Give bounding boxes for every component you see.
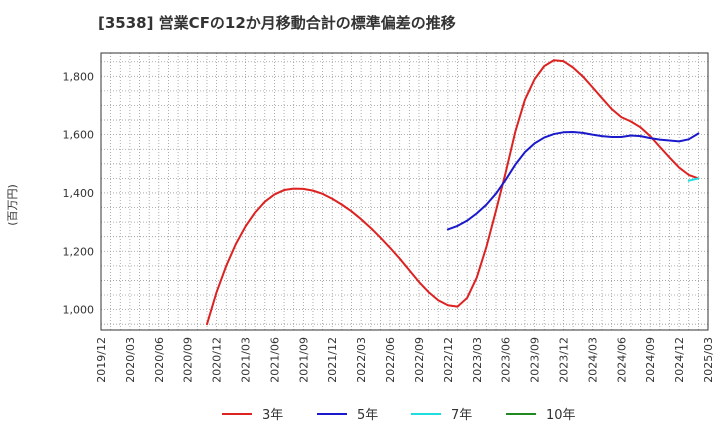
- grid-lines: [101, 53, 708, 330]
- x-tick-label: 2022/06: [384, 337, 397, 383]
- x-tick-label: 2020/06: [153, 337, 166, 383]
- plot-area: [101, 53, 708, 330]
- legend-label: 3年: [262, 408, 283, 423]
- x-tick-label: 2019/12: [95, 337, 108, 383]
- x-tick-label: 2022/09: [413, 337, 426, 383]
- y-tick-label: 1,600: [63, 129, 95, 142]
- y-axis-label: (百万円): [6, 184, 19, 226]
- x-tick-label: 2023/12: [557, 337, 570, 383]
- y-axis-ticks: 1,000 1,200 1,400 1,600 1,800: [63, 70, 95, 316]
- x-tick-label: 2021/06: [268, 337, 281, 383]
- y-tick-label: 1,800: [63, 70, 95, 83]
- x-tick-label: 2024/09: [644, 337, 657, 383]
- x-tick-label: 2020/09: [182, 337, 195, 383]
- x-axis-ticks: 2019/12 2020/03 2020/06 2020/09 2020/12 2021/…: [95, 337, 715, 383]
- series-layer: [205, 59, 700, 326]
- y-tick-label: 1,000: [63, 304, 95, 317]
- series-line-2: [446, 131, 700, 231]
- x-tick-label: 2023/03: [471, 337, 484, 383]
- legend-label: 10年: [546, 408, 576, 423]
- x-tick-label: 2021/12: [326, 337, 339, 383]
- x-tick-label: 2022/03: [355, 337, 368, 383]
- series-line-3: [687, 177, 700, 182]
- x-tick-label: 2023/06: [500, 337, 513, 383]
- legend-label: 7年: [451, 408, 472, 423]
- x-tick-label: 2024/12: [673, 337, 686, 383]
- x-tick-label: 2023/09: [529, 337, 542, 383]
- x-tick-label: 2021/03: [240, 337, 253, 383]
- y-tick-label: 1,400: [63, 187, 95, 200]
- x-tick-label: 2020/03: [124, 337, 137, 383]
- x-tick-label: 2025/03: [702, 337, 715, 383]
- chart-title: [3538] 営業CFの12か月移動合計の標準偏差の推移: [98, 14, 456, 32]
- x-tick-label: 2024/06: [615, 337, 628, 383]
- x-tick-label: 2020/12: [211, 337, 224, 383]
- y-tick-label: 1,200: [63, 245, 95, 258]
- series-line-1: [205, 59, 700, 326]
- legend-label: 5年: [357, 408, 378, 423]
- x-tick-label: 2021/09: [297, 337, 310, 383]
- x-tick-label: 2024/03: [586, 337, 599, 383]
- x-tick-label: 2022/12: [442, 337, 455, 383]
- plot-border: [100, 52, 709, 331]
- legend: 3年 5年 7年 10年: [222, 408, 576, 423]
